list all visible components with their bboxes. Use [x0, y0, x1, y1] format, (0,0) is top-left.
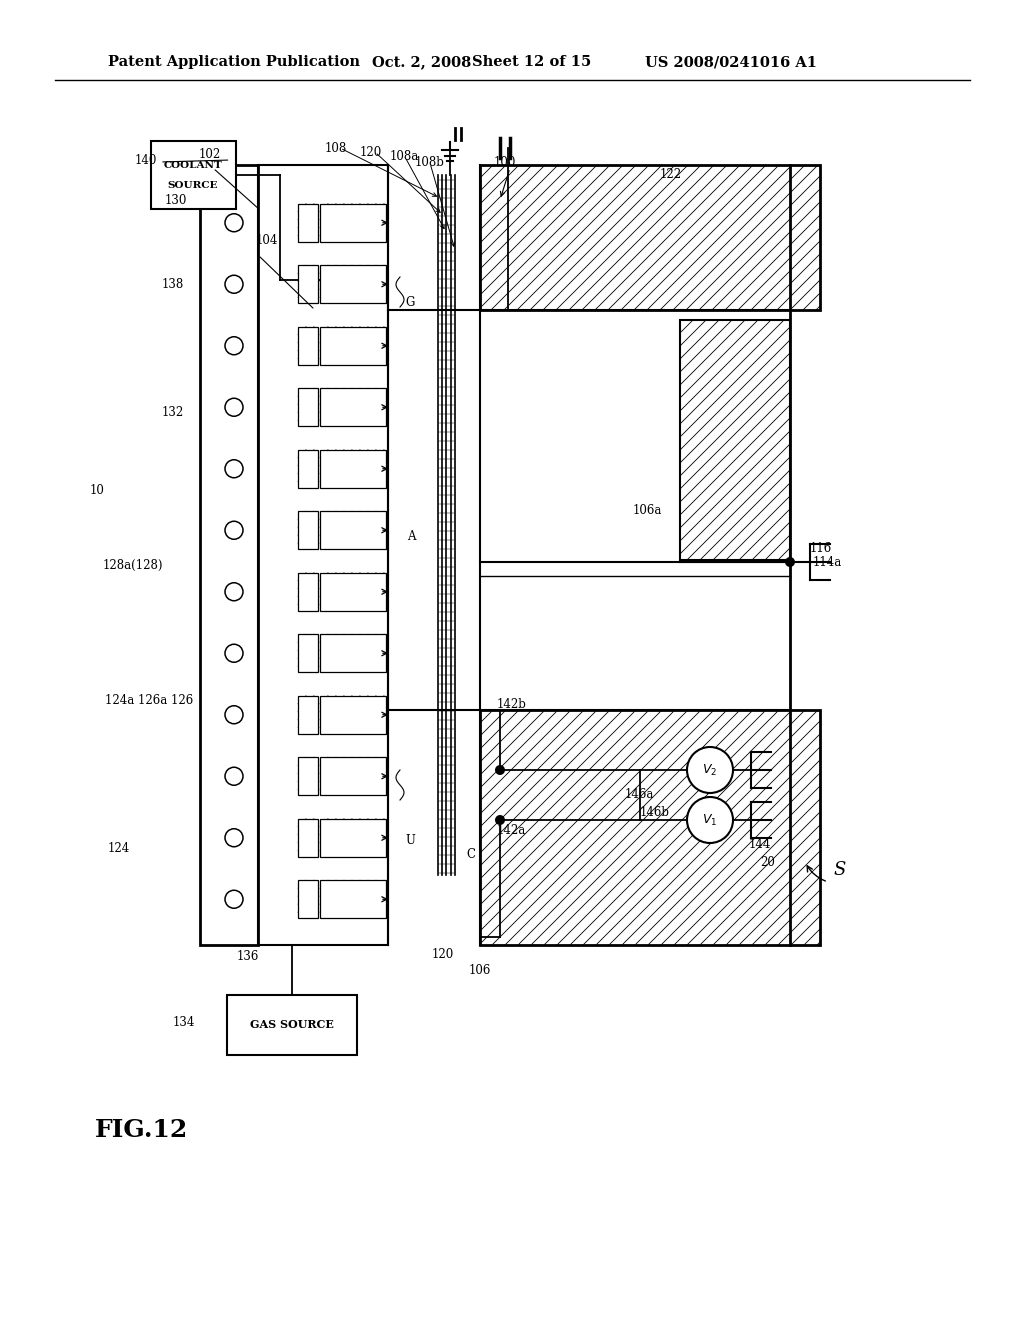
Text: $V_1$: $V_1$	[702, 812, 718, 828]
Circle shape	[687, 747, 733, 793]
Polygon shape	[319, 880, 386, 919]
Text: 146a: 146a	[625, 788, 654, 801]
Polygon shape	[319, 818, 386, 857]
Polygon shape	[319, 696, 386, 734]
Polygon shape	[298, 388, 318, 426]
Circle shape	[225, 459, 243, 478]
Text: 102: 102	[199, 149, 221, 161]
Circle shape	[225, 706, 243, 723]
Polygon shape	[151, 141, 236, 209]
Polygon shape	[298, 696, 318, 734]
Circle shape	[225, 521, 243, 540]
Circle shape	[225, 767, 243, 785]
Text: 106: 106	[469, 964, 492, 977]
Text: 132: 132	[162, 405, 184, 418]
Circle shape	[495, 766, 505, 775]
Text: A: A	[407, 531, 416, 544]
Polygon shape	[319, 573, 386, 611]
Text: 100: 100	[494, 157, 516, 169]
Polygon shape	[298, 634, 318, 672]
Text: FIG.12: FIG.12	[95, 1118, 188, 1142]
Polygon shape	[319, 758, 386, 796]
Text: 120: 120	[360, 145, 382, 158]
Text: 20: 20	[760, 855, 775, 869]
Text: 140: 140	[135, 153, 158, 166]
Text: 108a: 108a	[390, 150, 419, 164]
Polygon shape	[298, 573, 318, 611]
Text: 124: 124	[108, 842, 130, 854]
Circle shape	[225, 582, 243, 601]
Polygon shape	[319, 450, 386, 488]
Circle shape	[785, 557, 795, 568]
Circle shape	[495, 814, 505, 825]
Text: Oct. 2, 2008: Oct. 2, 2008	[372, 55, 471, 69]
Circle shape	[225, 276, 243, 293]
Polygon shape	[319, 634, 386, 672]
Text: 106a: 106a	[633, 503, 663, 516]
Text: 10: 10	[90, 483, 104, 496]
Text: 116: 116	[810, 541, 833, 554]
Polygon shape	[298, 758, 318, 796]
Text: GAS SOURCE: GAS SOURCE	[250, 1019, 334, 1031]
Polygon shape	[319, 511, 386, 549]
Polygon shape	[319, 388, 386, 426]
Text: 146b: 146b	[640, 805, 670, 818]
Text: COOLANT: COOLANT	[164, 161, 222, 169]
Text: 142b: 142b	[497, 698, 527, 711]
Text: Patent Application Publication: Patent Application Publication	[108, 55, 360, 69]
Circle shape	[225, 890, 243, 908]
Circle shape	[225, 644, 243, 663]
Circle shape	[225, 399, 243, 416]
Text: 130: 130	[165, 194, 187, 206]
Text: G: G	[406, 297, 415, 309]
Text: U: U	[406, 833, 415, 846]
Circle shape	[225, 214, 243, 232]
Text: 138: 138	[162, 279, 184, 292]
Polygon shape	[319, 265, 386, 304]
Circle shape	[225, 337, 243, 355]
Text: US 2008/0241016 A1: US 2008/0241016 A1	[645, 55, 817, 69]
Text: 114a: 114a	[813, 556, 843, 569]
Text: 142a: 142a	[497, 824, 526, 837]
Text: S: S	[834, 861, 846, 879]
Circle shape	[687, 797, 733, 843]
Polygon shape	[227, 995, 357, 1055]
Polygon shape	[298, 450, 318, 488]
FancyArrowPatch shape	[807, 866, 825, 880]
Circle shape	[225, 829, 243, 846]
Text: Sheet 12 of 15: Sheet 12 of 15	[472, 55, 591, 69]
Text: 120: 120	[432, 949, 454, 961]
Polygon shape	[298, 203, 318, 242]
Polygon shape	[298, 818, 318, 857]
Text: 128a(128): 128a(128)	[103, 558, 164, 572]
Text: SOURCE: SOURCE	[168, 181, 218, 190]
Text: 136: 136	[237, 950, 259, 964]
Polygon shape	[298, 880, 318, 919]
Polygon shape	[298, 265, 318, 304]
Text: 122: 122	[660, 168, 682, 181]
Text: 124a 126a 126: 124a 126a 126	[105, 693, 194, 706]
Text: 108: 108	[325, 141, 347, 154]
Polygon shape	[298, 511, 318, 549]
Polygon shape	[319, 326, 386, 364]
Text: 108b: 108b	[415, 157, 444, 169]
Polygon shape	[298, 326, 318, 364]
Polygon shape	[319, 203, 386, 242]
Text: $V_2$: $V_2$	[702, 763, 718, 777]
Text: 104: 104	[256, 234, 279, 247]
Text: 144: 144	[749, 838, 771, 851]
Text: 134: 134	[173, 1016, 196, 1030]
Text: C: C	[466, 849, 475, 862]
